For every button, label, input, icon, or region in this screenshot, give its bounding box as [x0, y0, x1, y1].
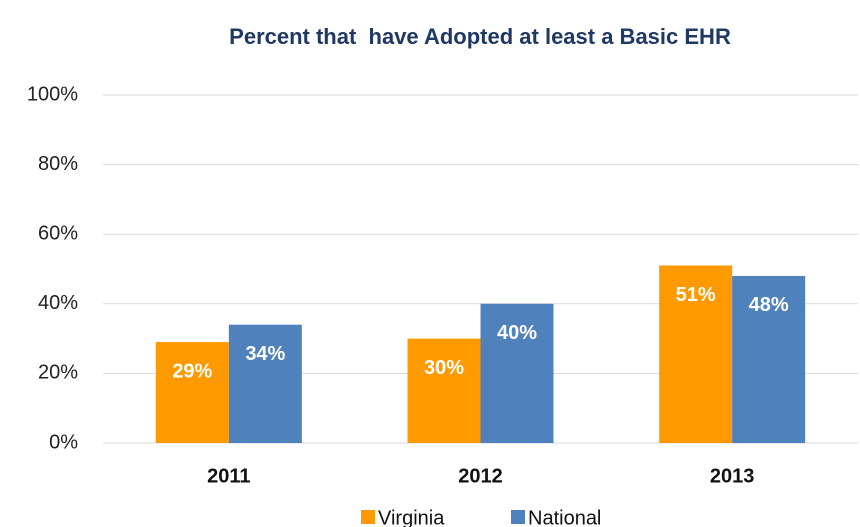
y-tick-label: 20%	[38, 362, 78, 384]
legend-swatch	[511, 510, 525, 524]
data-label: 30%	[424, 357, 464, 379]
y-tick-label: 40%	[38, 292, 78, 314]
y-tick-label: 100%	[27, 83, 78, 105]
legend-swatch	[361, 510, 375, 524]
data-label: 40%	[497, 322, 537, 344]
data-label: 29%	[172, 360, 212, 382]
bar	[407, 338, 481, 443]
y-tick-label: 80%	[38, 153, 78, 175]
x-tick-label: 2013	[710, 465, 755, 487]
y-tick-label: 0%	[49, 431, 78, 453]
bar	[228, 324, 302, 443]
legend-label: Virginia	[378, 507, 445, 527]
legend-label: National	[528, 507, 601, 527]
bar	[732, 275, 806, 443]
bar	[659, 265, 733, 443]
data-label: 48%	[749, 294, 789, 316]
data-label: 51%	[676, 284, 716, 306]
bar	[480, 303, 554, 443]
chart-title: Percent that have Adopted at least a Bas…	[229, 24, 731, 49]
x-tick-label: 2012	[458, 465, 503, 487]
x-tick-label: 2011	[207, 465, 250, 487]
y-tick-label: 60%	[38, 222, 78, 244]
bar	[155, 342, 229, 443]
data-label: 34%	[245, 343, 285, 365]
